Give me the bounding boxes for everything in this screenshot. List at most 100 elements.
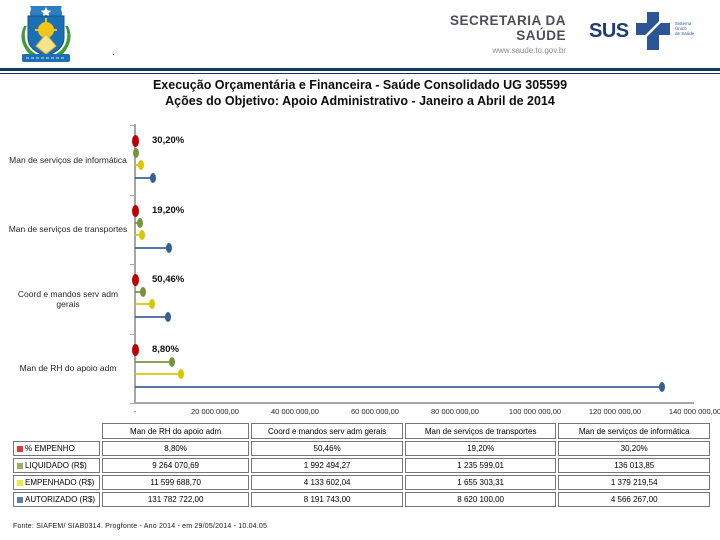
bar-end-cap <box>131 204 139 217</box>
category-label: Man de serviços de transportes <box>8 224 128 235</box>
budget-data-table: Man de RH do apoio adm Coord e mandos ser… <box>11 421 712 509</box>
chart-bar <box>135 177 154 179</box>
x-axis-tick-label: 100 000 000,00 <box>508 407 562 416</box>
bar-end-cap <box>131 343 139 356</box>
website-url: www.saude.to.gov.br <box>492 46 566 55</box>
category-label: Man de RH do apoio adm <box>19 363 117 374</box>
value-cell: 1 992 494,27 <box>251 458 403 473</box>
column-header: Man de serviços de transportes <box>404 423 557 439</box>
x-axis-tick-label: 140 000 000,00 <box>668 407 720 416</box>
table-row: LIQUIDADO (R$) 9 264 070,69 1 992 494,27 1 … <box>13 458 710 473</box>
value-cell: 131 782 722,00 <box>101 492 250 507</box>
column-header: Man de RH do apoio adm <box>101 423 250 439</box>
title-line1: Execução Orçamentária e Financeira - Saú… <box>152 78 568 92</box>
percent-data-label: 50,46% <box>152 274 185 285</box>
value-cell: 30,20% <box>558 441 710 456</box>
table-header-row: Man de RH do apoio adm Coord e mandos ser… <box>13 423 710 439</box>
tocantins-coat-of-arms-icon <box>16 4 76 66</box>
series-label: AUTORIZADO (R$) <box>25 495 96 504</box>
legend-swatch-icon <box>17 497 23 503</box>
value-cell: 8 620 100,00 <box>404 492 557 507</box>
value-cell: 1 235 599,01 <box>404 458 557 473</box>
x-axis-tick-label: 20 000 000,00 <box>191 407 239 416</box>
legend-swatch-icon <box>17 446 23 452</box>
chart-bar <box>135 385 663 388</box>
value-cell: 8 191 743,00 <box>251 492 403 507</box>
category-tick <box>130 333 135 335</box>
table-corner-cell <box>13 423 100 439</box>
bar-end-cap <box>131 135 139 147</box>
x-axis-tick-label: - <box>133 407 137 416</box>
chart-bar <box>135 303 152 305</box>
value-cell: 1 655 303,31 <box>404 475 557 490</box>
value-cell: 8,80% <box>101 441 250 456</box>
percent-data-label: 19,20% <box>152 204 185 216</box>
sus-logo: SUS Sistema Único de Saúde <box>589 12 717 54</box>
table-row: AUTORIZADO (R$) 131 782 722,00 8 191 743,0… <box>13 492 710 507</box>
series-label: EMPENHADO (R$) <box>25 478 95 487</box>
series-legend-cell: LIQUIDADO (R$) <box>13 458 100 473</box>
value-cell: 50,46% <box>251 441 403 456</box>
bar-end-cap <box>138 229 145 240</box>
x-axis-tick-label: 60 000 000,00 <box>351 407 399 416</box>
category-label: Man de serviços de informática <box>9 154 127 165</box>
bar-end-cap <box>166 242 173 253</box>
series-legend-cell: AUTORIZADO (R$) <box>13 492 100 507</box>
header-dot: . <box>112 46 116 58</box>
chart-bar <box>135 233 142 236</box>
chart-x-axis <box>134 402 694 404</box>
chart-bar <box>135 316 168 318</box>
value-cell: 1 379 219,54 <box>558 475 710 490</box>
sus-label: SUS <box>589 20 629 42</box>
x-axis-tick-label: 120 000 000,00 <box>588 407 642 416</box>
bar-end-cap <box>136 217 143 228</box>
value-cell: 4 566 267,00 <box>558 492 710 507</box>
bar-end-cap <box>148 299 155 309</box>
bar-end-cap <box>659 381 666 392</box>
legend-swatch-icon <box>17 463 23 469</box>
series-legend-cell: % EMPENHO <box>13 441 100 456</box>
bar-end-cap <box>150 173 157 183</box>
percent-data-label: 8,80% <box>152 343 179 355</box>
bar-end-cap <box>137 160 144 170</box>
value-cell: 11 599 688,70 <box>101 475 250 490</box>
column-header: Coord e mandos serv adm gerais <box>251 423 403 439</box>
value-cell: 19,20% <box>404 441 557 456</box>
category-tick <box>130 125 135 126</box>
category-tick <box>130 194 135 196</box>
bar-end-cap <box>169 356 176 367</box>
value-cell: 4 133 602,04 <box>251 475 403 490</box>
category-label: Coord e mandos serv adm gerais <box>17 288 119 309</box>
series-label: LIQUIDADO (R$) <box>25 461 87 470</box>
chart-bar <box>135 246 170 249</box>
value-cell: 9 264 070,69 <box>101 458 250 473</box>
series-label: % EMPENHO <box>25 444 75 453</box>
category-tick <box>130 264 135 265</box>
bar-end-cap <box>131 274 139 286</box>
bar-end-cap <box>178 368 185 379</box>
chart-bar <box>135 372 182 375</box>
bar-end-cap <box>139 287 146 297</box>
org-name-line1: SECRETARIA DA <box>449 13 566 28</box>
category-tick <box>130 403 135 404</box>
org-name-line2: SAÚDE <box>516 28 566 43</box>
percent-data-label: 30,20% <box>152 135 185 146</box>
bar-end-cap <box>164 312 171 322</box>
table-row: EMPENHADO (R$) 11 599 688,70 4 133 602,04 1… <box>13 475 710 490</box>
table-row: % EMPENHO 8,80% 50,46% 19,20% 30,20% <box>13 441 710 456</box>
title-line2: Ações do Objetivo: Apoio Administrativo … <box>165 94 555 108</box>
column-header: Man de serviços de informática <box>558 423 710 439</box>
header-divider <box>0 68 720 74</box>
legend-swatch-icon <box>17 480 23 486</box>
sus-tagline: Sistema Único de Saúde <box>675 21 695 36</box>
org-name-block: SECRETARIA DA SAÚDE www.saude.to.gov.br <box>340 13 566 55</box>
page-title: Execução Orçamentária e Financeira - Saú… <box>0 77 720 109</box>
chart-bar <box>135 291 143 293</box>
source-note: Fonte: SIAFEM/ SIAB0314. Progfonte - Ano… <box>13 523 268 530</box>
bar-end-cap <box>132 148 139 158</box>
sus-cross-icon <box>636 12 670 55</box>
series-legend-cell: EMPENHADO (R$) <box>13 475 100 490</box>
chart-y-axis <box>134 124 136 404</box>
